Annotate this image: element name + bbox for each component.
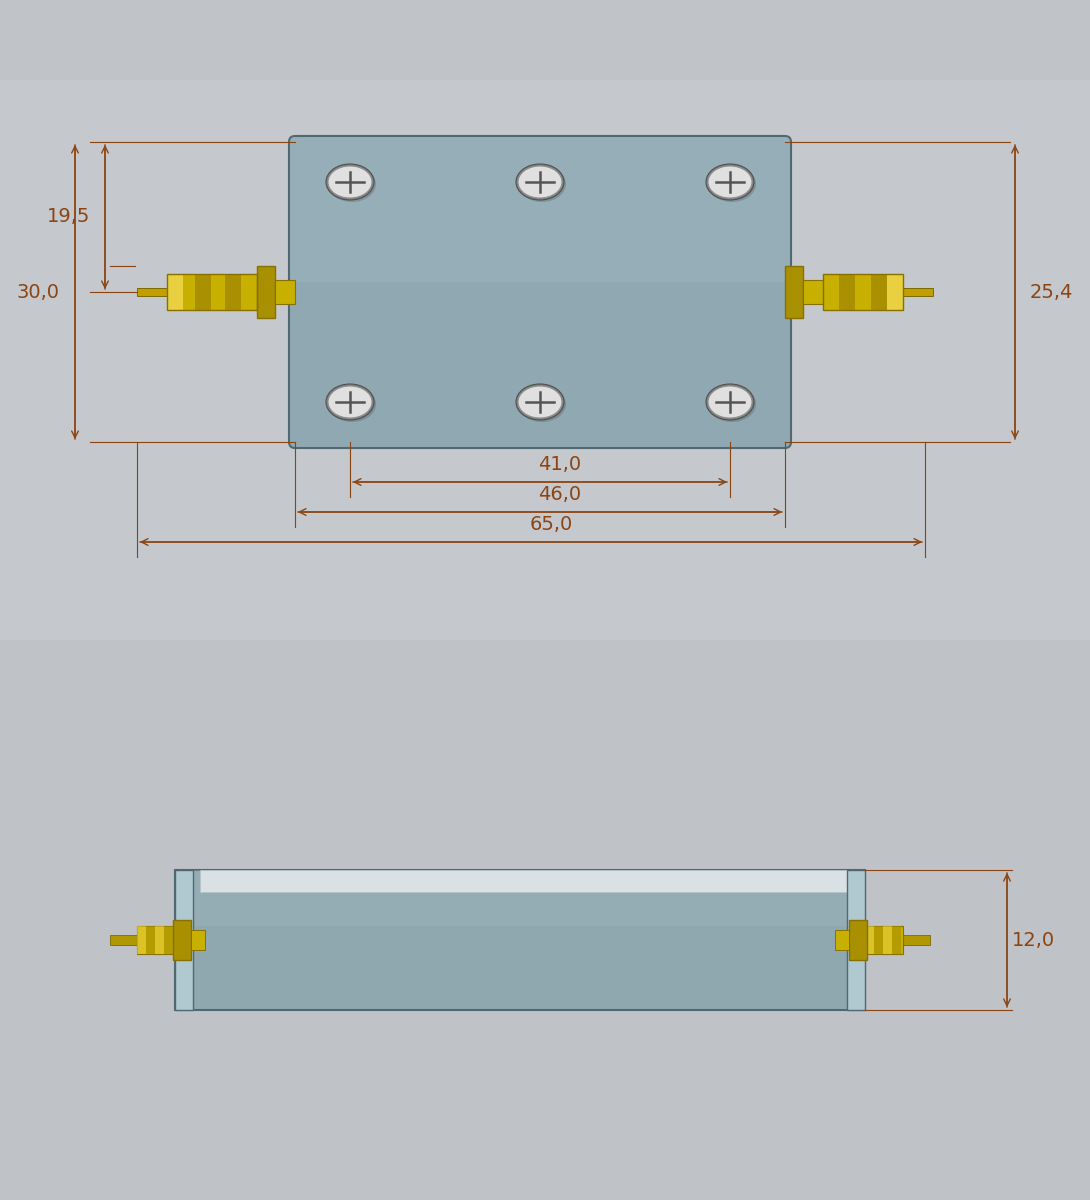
FancyBboxPatch shape <box>290 137 790 282</box>
Bar <box>871 274 887 310</box>
Text: 30,0: 30,0 <box>17 282 60 301</box>
Bar <box>892 926 901 954</box>
Ellipse shape <box>708 166 752 198</box>
Bar <box>110 935 138 946</box>
Ellipse shape <box>518 386 566 422</box>
Bar <box>903 288 933 296</box>
Bar <box>823 274 903 310</box>
Bar <box>137 926 146 954</box>
Bar <box>835 930 849 950</box>
Text: 12,0: 12,0 <box>1012 930 1055 949</box>
Bar <box>175 870 865 926</box>
Bar <box>865 926 874 954</box>
Ellipse shape <box>518 166 566 202</box>
Bar <box>874 926 883 954</box>
Bar <box>855 274 871 310</box>
Bar <box>155 926 163 954</box>
Ellipse shape <box>708 386 752 418</box>
Ellipse shape <box>326 384 374 420</box>
Bar <box>823 274 839 310</box>
Bar <box>225 274 241 310</box>
Bar <box>137 288 167 296</box>
Bar <box>167 274 183 310</box>
Ellipse shape <box>328 386 372 418</box>
Ellipse shape <box>706 164 754 200</box>
Bar <box>887 274 903 310</box>
Text: 65,0: 65,0 <box>530 515 572 534</box>
Bar <box>195 274 211 310</box>
Bar <box>167 274 257 310</box>
Bar <box>803 280 823 304</box>
Ellipse shape <box>328 166 372 198</box>
Text: 25,4: 25,4 <box>1030 282 1074 301</box>
FancyBboxPatch shape <box>289 136 791 448</box>
Ellipse shape <box>328 386 376 422</box>
Ellipse shape <box>518 166 562 198</box>
Bar <box>175 870 193 1010</box>
Bar <box>865 926 903 954</box>
Ellipse shape <box>708 166 756 202</box>
Bar <box>839 274 855 310</box>
Ellipse shape <box>518 386 562 418</box>
Bar <box>199 870 860 892</box>
Bar <box>847 870 865 1010</box>
Text: 41,0: 41,0 <box>538 455 582 474</box>
Ellipse shape <box>708 386 756 422</box>
Bar <box>903 935 930 946</box>
Bar <box>175 870 865 1010</box>
Bar <box>146 926 155 954</box>
Text: 46,0: 46,0 <box>538 485 582 504</box>
Bar <box>183 274 195 310</box>
Bar <box>191 930 205 950</box>
Bar <box>257 266 275 318</box>
Ellipse shape <box>516 384 564 420</box>
Ellipse shape <box>328 166 376 202</box>
Bar <box>164 926 173 954</box>
Bar <box>137 926 175 954</box>
Ellipse shape <box>706 384 754 420</box>
Ellipse shape <box>516 164 564 200</box>
Bar <box>849 920 867 960</box>
Bar <box>241 274 257 310</box>
Text: 19,5: 19,5 <box>47 208 90 227</box>
Bar <box>173 920 191 960</box>
Ellipse shape <box>326 164 374 200</box>
Bar <box>883 926 892 954</box>
Bar <box>785 266 803 318</box>
Bar <box>211 274 225 310</box>
Bar <box>275 280 295 304</box>
